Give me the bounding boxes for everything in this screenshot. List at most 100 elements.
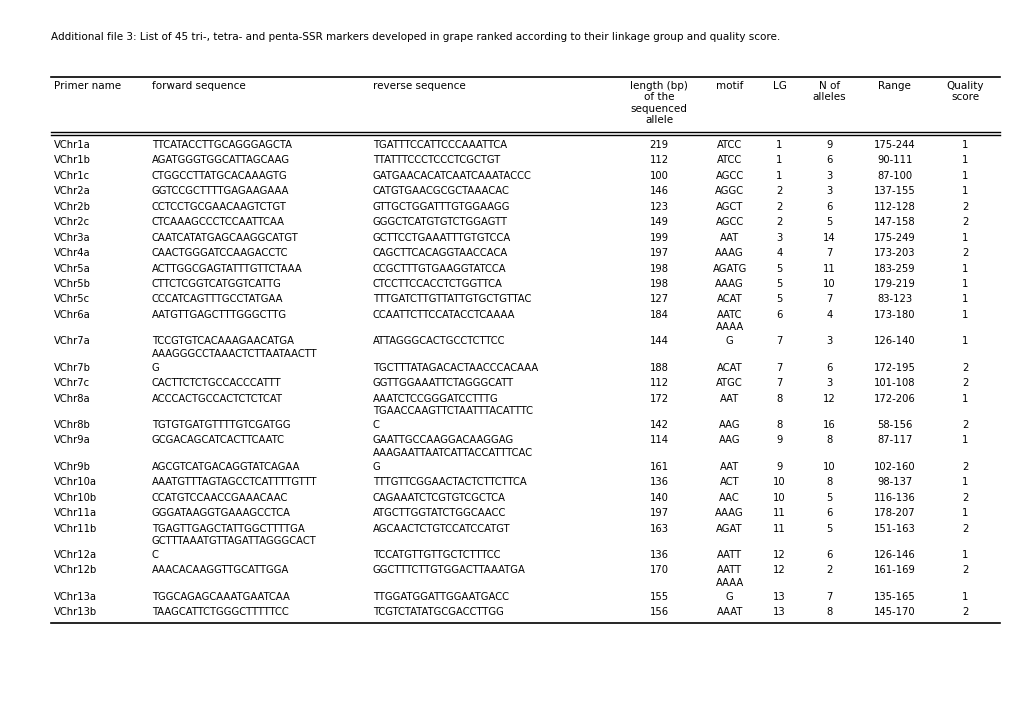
Text: GGTTGGAAATTCTAGGGCATT: GGTTGGAAATTCTAGGGCATT xyxy=(373,378,514,388)
Text: AATT
AAAA: AATT AAAA xyxy=(715,565,743,588)
Text: CAGAAATCTCGTGTCGCTCA: CAGAAATCTCGTGTCGCTCA xyxy=(373,492,505,503)
Text: 2: 2 xyxy=(825,565,832,575)
Text: CAACTGGGATCCAAGACCTC: CAACTGGGATCCAAGACCTC xyxy=(152,248,288,258)
Text: AAATCTCCGGGATCCTTTG
TGAACCAAGTTCTAATTTACATTTC: AAATCTCCGGGATCCTTTG TGAACCAAGTTCTAATTTAC… xyxy=(373,394,533,416)
Text: 5: 5 xyxy=(825,217,832,227)
Text: 3: 3 xyxy=(825,378,832,388)
Text: AAATGTTTAGTAGCCTCATTTTGTTT: AAATGTTTAGTAGCCTCATTTTGTTT xyxy=(152,477,317,487)
Text: 12: 12 xyxy=(772,550,785,560)
Text: ACTTGGCGAGTATTTGTTCTAAA: ACTTGGCGAGTATTTGTTCTAAA xyxy=(152,264,303,274)
Text: AAC: AAC xyxy=(718,492,740,503)
Text: AAT: AAT xyxy=(719,394,739,403)
Text: AATT: AATT xyxy=(716,550,742,560)
Text: 1: 1 xyxy=(961,155,968,165)
Text: CTCAAAGCCCTCCAATTCAA: CTCAAAGCCCTCCAATTCAA xyxy=(152,217,284,227)
Text: 9: 9 xyxy=(825,140,832,150)
Text: CCGCTTTGTGAAGGTATCCA: CCGCTTTGTGAAGGTATCCA xyxy=(373,264,506,274)
Text: 5: 5 xyxy=(775,279,782,289)
Text: AATGTTGAGCTTTGGGCTTG: AATGTTGAGCTTTGGGCTTG xyxy=(152,310,286,320)
Text: reverse sequence: reverse sequence xyxy=(373,81,466,91)
Text: 5: 5 xyxy=(775,294,782,305)
Text: 2: 2 xyxy=(961,217,968,227)
Text: 2: 2 xyxy=(961,462,968,472)
Text: ACCCACTGCCACTCTCTCAT: ACCCACTGCCACTCTCTCAT xyxy=(152,394,282,403)
Text: 2: 2 xyxy=(961,248,968,258)
Text: 2: 2 xyxy=(775,202,782,212)
Text: 1: 1 xyxy=(961,550,968,560)
Text: AATC
AAAA: AATC AAAA xyxy=(715,310,743,333)
Text: 1: 1 xyxy=(775,155,782,165)
Text: 11: 11 xyxy=(772,508,785,518)
Text: VChr2a: VChr2a xyxy=(54,186,91,196)
Text: TTATTTCCCTCCCTCGCTGT: TTATTTCCCTCCCTCGCTGT xyxy=(373,155,499,165)
Text: 6: 6 xyxy=(825,155,832,165)
Text: 58-156: 58-156 xyxy=(876,420,912,430)
Text: Range: Range xyxy=(877,81,910,91)
Text: 5: 5 xyxy=(825,523,832,534)
Text: 173-180: 173-180 xyxy=(873,310,915,320)
Text: VChr9a: VChr9a xyxy=(54,436,91,446)
Text: VChr10b: VChr10b xyxy=(54,492,97,503)
Text: 2: 2 xyxy=(961,202,968,212)
Text: 2: 2 xyxy=(961,565,968,575)
Text: 1: 1 xyxy=(961,394,968,403)
Text: AGCAACTCTGTCCATCCATGT: AGCAACTCTGTCCATCCATGT xyxy=(373,523,511,534)
Text: TGCTTTATAGACACTAACCCACAAA: TGCTTTATAGACACTAACCCACAAA xyxy=(373,363,538,372)
Text: 156: 156 xyxy=(649,607,667,617)
Text: 161: 161 xyxy=(649,462,667,472)
Text: 7: 7 xyxy=(775,363,782,372)
Text: 9: 9 xyxy=(775,462,782,472)
Text: 3: 3 xyxy=(825,171,832,181)
Text: 7: 7 xyxy=(825,294,832,305)
Text: C: C xyxy=(152,550,159,560)
Text: AGCC: AGCC xyxy=(715,217,743,227)
Text: G: G xyxy=(152,363,160,372)
Text: AAG: AAG xyxy=(718,420,740,430)
Text: VChr12b: VChr12b xyxy=(54,565,97,575)
Text: 1: 1 xyxy=(775,140,782,150)
Text: TAAGCATTCTGGGCTTTTTCC: TAAGCATTCTGGGCTTTTTCC xyxy=(152,607,288,617)
Text: 2: 2 xyxy=(961,607,968,617)
Text: 4: 4 xyxy=(775,248,782,258)
Text: 7: 7 xyxy=(825,592,832,602)
Text: LG: LG xyxy=(771,81,786,91)
Text: 102-160: 102-160 xyxy=(873,462,915,472)
Text: ATGC: ATGC xyxy=(715,378,742,388)
Text: 2: 2 xyxy=(961,378,968,388)
Text: CTCCTTCCACCTCTGGTTCA: CTCCTTCCACCTCTGGTTCA xyxy=(373,279,502,289)
Text: 197: 197 xyxy=(649,248,667,258)
Text: AAAG: AAAG xyxy=(714,508,743,518)
Text: ATTAGGGCACTGCCTCTTCC: ATTAGGGCACTGCCTCTTCC xyxy=(373,336,505,346)
Text: VChr13a: VChr13a xyxy=(54,592,97,602)
Text: TGGCAGAGCAAATGAATCAA: TGGCAGAGCAAATGAATCAA xyxy=(152,592,289,602)
Text: 172: 172 xyxy=(649,394,667,403)
Text: AGCGTCATGACAGGTATCAGAA: AGCGTCATGACAGGTATCAGAA xyxy=(152,462,301,472)
Text: 12: 12 xyxy=(822,394,835,403)
Text: 126-140: 126-140 xyxy=(873,336,915,346)
Text: VChr10a: VChr10a xyxy=(54,477,97,487)
Text: 14: 14 xyxy=(822,233,835,243)
Text: AAAG: AAAG xyxy=(714,279,743,289)
Text: 3: 3 xyxy=(825,186,832,196)
Text: 7: 7 xyxy=(825,248,832,258)
Text: 8: 8 xyxy=(825,436,832,446)
Text: VChr11a: VChr11a xyxy=(54,508,97,518)
Text: VChr11b: VChr11b xyxy=(54,523,97,534)
Text: 2: 2 xyxy=(775,186,782,196)
Text: TGAGTTGAGCTATTGGCTTTTGA
GCTTTAAATGTTAGATTAGGGCACT: TGAGTTGAGCTATTGGCTTTTGA GCTTTAAATGTTAGAT… xyxy=(152,523,316,546)
Text: TCGTCTATATGCGACCTTGG: TCGTCTATATGCGACCTTGG xyxy=(373,607,503,617)
Text: 142: 142 xyxy=(649,420,667,430)
Text: VChr8a: VChr8a xyxy=(54,394,91,403)
Text: 178-207: 178-207 xyxy=(873,508,915,518)
Text: 188: 188 xyxy=(649,363,667,372)
Text: 1: 1 xyxy=(961,279,968,289)
Text: VChr7b: VChr7b xyxy=(54,363,91,372)
Text: 8: 8 xyxy=(825,607,832,617)
Text: AGATGGGTGGCATTAGCAAG: AGATGGGTGGCATTAGCAAG xyxy=(152,155,289,165)
Text: 90-111: 90-111 xyxy=(876,155,912,165)
Text: 1: 1 xyxy=(961,233,968,243)
Text: 219: 219 xyxy=(649,140,667,150)
Text: 112-128: 112-128 xyxy=(873,202,915,212)
Text: 127: 127 xyxy=(649,294,667,305)
Text: 146: 146 xyxy=(649,186,667,196)
